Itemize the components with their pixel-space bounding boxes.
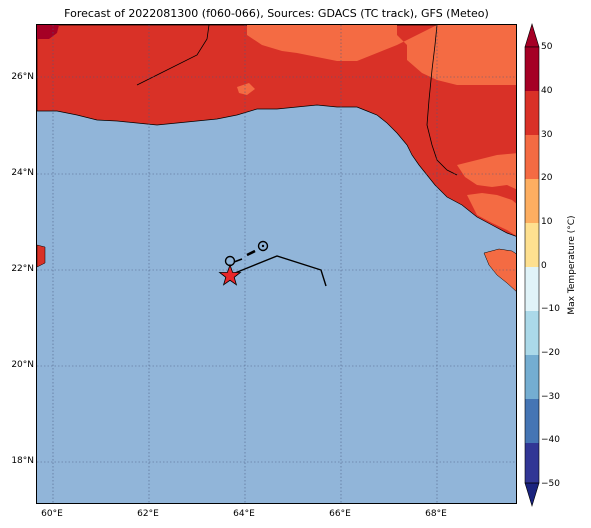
lon-tick-label: 66°E — [329, 509, 351, 519]
lon-tick-label: 60°E — [41, 509, 63, 519]
country-border-iran-pakistan — [136, 25, 210, 86]
land-patch-west-edge — [37, 244, 46, 268]
colorbar-segment — [525, 399, 539, 443]
land-patch-20-30-coast — [467, 193, 516, 236]
land-patch-20-30-small — [237, 83, 255, 95]
colorbar-segment — [525, 267, 539, 311]
lat-tick-label: 26°N — [11, 72, 34, 82]
colorbar — [524, 22, 540, 508]
colorbar-label: Max Temperature (°C) — [567, 215, 577, 315]
tc-track-segment — [246, 249, 256, 257]
colorbar-tick-label: 50 — [541, 42, 553, 52]
map-panel — [36, 24, 517, 504]
lat-tick-label: 22°N — [11, 264, 34, 274]
graticule — [37, 25, 516, 503]
lat-tick-label: 18°N — [11, 456, 34, 466]
colorbar-segment — [525, 311, 539, 355]
figure-title: Forecast of 2022081300 (f060-066), Sourc… — [64, 7, 489, 20]
colorbar-segment — [525, 135, 539, 179]
land-patch-20-30-north — [247, 25, 516, 85]
colorbar-segment — [525, 91, 539, 135]
colorbar-tick-label: −10 — [541, 304, 560, 314]
colorbar-segment — [525, 47, 539, 91]
colorbar-segment — [525, 223, 539, 267]
colorbar-tick-label: −30 — [541, 392, 560, 402]
land-patch-20-30-east — [457, 153, 516, 190]
land-mass-north — [37, 25, 516, 237]
colorbar-extend-bottom — [524, 482, 540, 508]
colorbar-tick-label: −50 — [541, 479, 560, 489]
lon-tick-label: 62°E — [137, 509, 159, 519]
tc-current-position-star — [218, 263, 242, 286]
colorbar-tick-label: 40 — [541, 86, 553, 96]
colorbar-extend-top — [524, 22, 540, 48]
tc-track-segment-2 — [233, 258, 243, 263]
lon-tick-label: 64°E — [233, 509, 255, 519]
colorbar-tick-label: −20 — [541, 348, 560, 358]
colorbar-outline — [524, 46, 540, 484]
lon-tick-label: 68°E — [425, 509, 447, 519]
colorbar-tick-label: 0 — [541, 261, 547, 271]
tc-past-position-dot — [261, 244, 265, 248]
colorbar-segment — [525, 355, 539, 399]
colorbar-segment — [525, 443, 539, 483]
tc-forecast-track — [229, 255, 327, 287]
colorbar-tick-label: −40 — [541, 435, 560, 445]
colorbar-segment — [525, 179, 539, 223]
country-border-pakistan-india — [426, 25, 458, 176]
tc-past-position-marker-2 — [257, 240, 269, 252]
colorbar-tick-label: 20 — [541, 173, 553, 183]
land-patch-40-50 — [37, 25, 59, 39]
map-canvas — [37, 25, 516, 503]
colorbar-tick-label: 10 — [541, 217, 553, 227]
colorbar-tick-label: 30 — [541, 130, 553, 140]
lat-tick-label: 20°N — [11, 360, 34, 370]
lat-tick-label: 24°N — [11, 168, 34, 178]
